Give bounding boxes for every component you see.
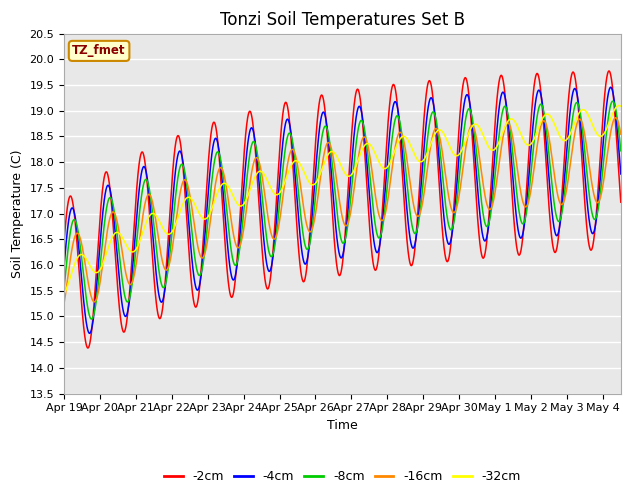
Title: Tonzi Soil Temperatures Set B: Tonzi Soil Temperatures Set B bbox=[220, 11, 465, 29]
Y-axis label: Soil Temperature (C): Soil Temperature (C) bbox=[11, 149, 24, 278]
Legend: -2cm, -4cm, -8cm, -16cm, -32cm: -2cm, -4cm, -8cm, -16cm, -32cm bbox=[159, 465, 526, 480]
X-axis label: Time: Time bbox=[327, 419, 358, 432]
Text: TZ_fmet: TZ_fmet bbox=[72, 44, 126, 58]
